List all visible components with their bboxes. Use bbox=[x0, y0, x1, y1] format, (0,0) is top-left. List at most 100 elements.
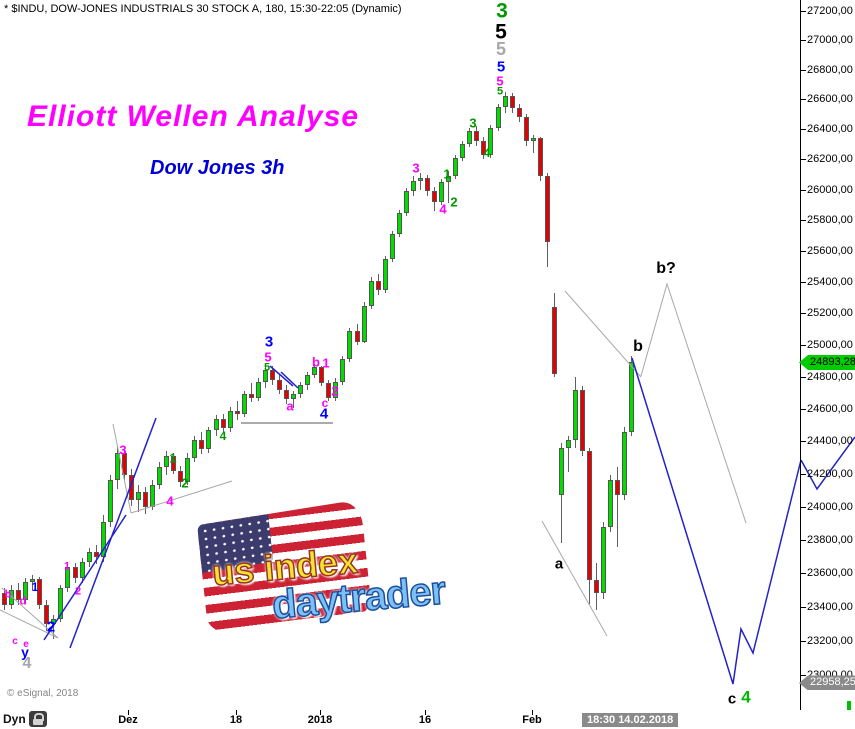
price-tick bbox=[800, 376, 806, 378]
candle bbox=[622, 431, 628, 496]
crash-channel-lower bbox=[541, 520, 608, 637]
candle bbox=[551, 307, 557, 374]
candle bbox=[544, 176, 550, 242]
time-axis-label: Dez bbox=[118, 714, 138, 726]
wave-label-4: 4 bbox=[483, 146, 491, 160]
price-tick bbox=[800, 473, 806, 475]
price-tick bbox=[800, 69, 806, 71]
price-axis-label: 23600,00 bbox=[807, 567, 853, 580]
analysis-headline: Elliott Wellen Analyse bbox=[27, 100, 360, 133]
candle bbox=[241, 394, 247, 414]
wave-label-4: 4 bbox=[439, 201, 447, 217]
candle bbox=[107, 480, 113, 522]
candle bbox=[375, 280, 381, 290]
price-tick bbox=[800, 606, 806, 608]
wave-label-4: 4 bbox=[741, 687, 751, 707]
candle bbox=[354, 330, 360, 342]
candle bbox=[361, 305, 367, 342]
candle bbox=[502, 96, 508, 107]
lock-icon[interactable] bbox=[29, 711, 47, 727]
candle bbox=[128, 475, 134, 501]
candle-wick bbox=[250, 383, 252, 403]
lock-shackle bbox=[34, 713, 44, 721]
candle bbox=[312, 367, 318, 376]
time-axis-label: 16 bbox=[418, 714, 432, 726]
candle bbox=[594, 580, 600, 594]
price-tick bbox=[800, 345, 806, 347]
price-axis-label: 24000,00 bbox=[807, 500, 853, 513]
price-axis-label: 23800,00 bbox=[807, 533, 853, 546]
price-axis-label: 25600,00 bbox=[807, 245, 853, 258]
wave-label-c: c bbox=[12, 636, 18, 647]
wave-label-3: 3 bbox=[469, 115, 477, 131]
wave-label-1: 1 bbox=[169, 450, 177, 466]
candle bbox=[255, 381, 261, 398]
wave-label-a: a bbox=[554, 555, 564, 573]
candle bbox=[573, 389, 579, 440]
candle bbox=[248, 394, 254, 398]
candle bbox=[601, 526, 607, 594]
price-axis-label: 25400,00 bbox=[807, 276, 853, 289]
candle bbox=[135, 491, 141, 501]
price-tick bbox=[800, 408, 806, 410]
wave-label-5: 5 bbox=[263, 361, 271, 374]
time-axis[interactable]: 18:30 14.02.2018 Dez 18 2018 16 Feb bbox=[0, 710, 855, 729]
wave-label-a: a bbox=[286, 398, 294, 414]
session-indicator bbox=[847, 701, 851, 710]
wave-label-2: 2 bbox=[181, 475, 189, 491]
candle bbox=[326, 383, 332, 398]
wave-label-b: b bbox=[633, 338, 643, 355]
analysis-subtitle: Dow Jones 3h bbox=[150, 157, 285, 179]
blue-mark-mid-2 bbox=[280, 371, 299, 389]
wave-label-e: e bbox=[23, 639, 29, 650]
candle bbox=[460, 144, 466, 158]
candle bbox=[298, 384, 304, 395]
wave-label-3: 3 bbox=[264, 333, 274, 351]
price-axis[interactable]: 27200,00 27000,00 26800,00 26600,00 26400,00… bbox=[800, 0, 855, 711]
price-axis-label: 24800,00 bbox=[807, 370, 853, 383]
price-axis-label: 25000,00 bbox=[807, 339, 853, 352]
price-tick bbox=[800, 40, 806, 42]
price-tick bbox=[800, 441, 806, 443]
candle bbox=[530, 138, 536, 142]
price-tick bbox=[800, 251, 806, 253]
candle bbox=[157, 467, 163, 486]
price-axis-label: 23400,00 bbox=[807, 600, 853, 613]
price-tick bbox=[800, 189, 806, 191]
candle-wick bbox=[448, 171, 450, 204]
price-axis-label: 24400,00 bbox=[807, 435, 853, 448]
candle bbox=[608, 480, 614, 527]
time-axis-label: 2018 bbox=[307, 714, 333, 726]
blue-channel-left-2 bbox=[69, 417, 157, 649]
wave-label-4: 4 bbox=[319, 405, 329, 423]
price-axis-label: 26200,00 bbox=[807, 153, 853, 166]
candle bbox=[453, 157, 459, 176]
candle bbox=[206, 429, 212, 450]
candle bbox=[410, 180, 416, 192]
candle-wick bbox=[532, 135, 534, 154]
candle bbox=[333, 381, 339, 398]
candle bbox=[446, 176, 452, 183]
candle-wick bbox=[293, 391, 295, 409]
candle bbox=[93, 551, 99, 557]
price-axis-label: 26400,00 bbox=[807, 123, 853, 136]
candle bbox=[403, 191, 409, 213]
candle bbox=[382, 258, 388, 290]
candle bbox=[425, 177, 430, 192]
candle bbox=[396, 212, 402, 235]
symbol-title: * $INDU, DOW-JONES INDUSTRIALS 30 STOCK … bbox=[4, 3, 402, 15]
price-tick bbox=[800, 506, 806, 508]
wave-label-5: 5 bbox=[495, 20, 507, 44]
wave-label-5: 5 bbox=[496, 73, 504, 89]
projection-gray-b bbox=[640, 282, 747, 524]
candle bbox=[305, 375, 311, 385]
candle bbox=[30, 579, 36, 582]
wave-label-2: 2 bbox=[331, 383, 339, 399]
dyn-mode-button[interactable]: Dyn bbox=[3, 712, 26, 726]
candle bbox=[495, 106, 501, 128]
price-tick bbox=[800, 99, 806, 101]
price-axis-label: 24200,00 bbox=[807, 467, 853, 480]
candle bbox=[523, 117, 529, 142]
wave-label-2: 2 bbox=[46, 618, 56, 636]
wave-label-2: 2 bbox=[450, 194, 458, 210]
